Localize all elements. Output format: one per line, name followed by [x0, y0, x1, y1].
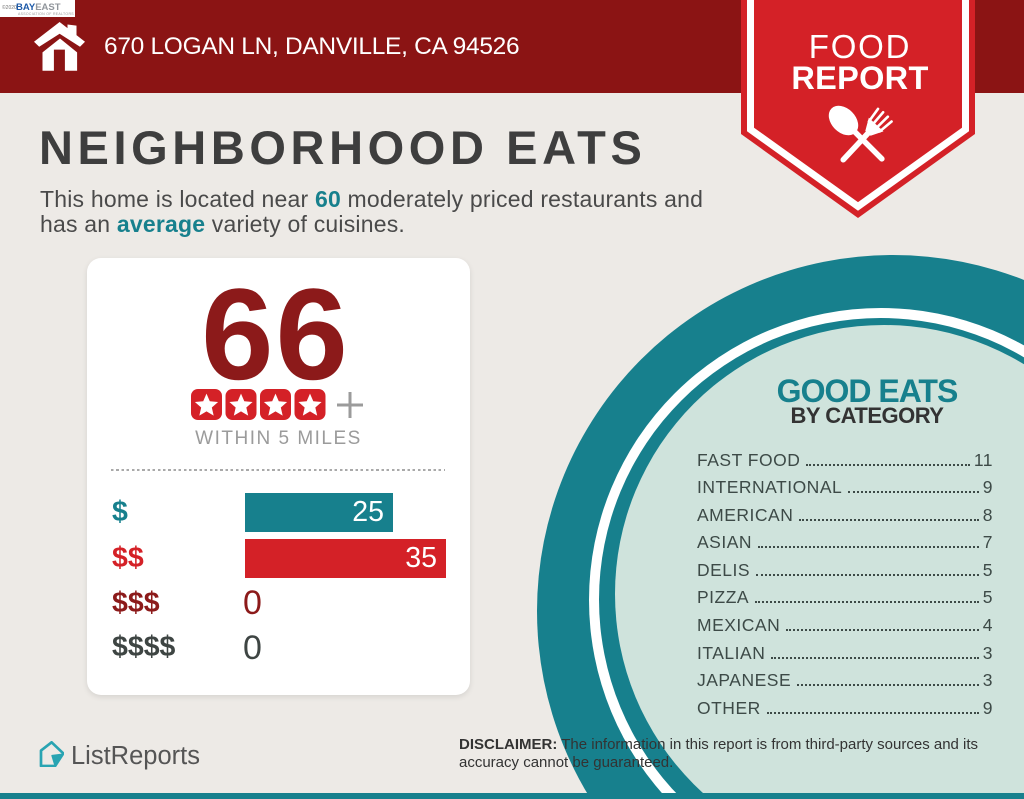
svg-text:FOOD: FOOD	[809, 28, 912, 65]
svg-text:REPORT: REPORT	[791, 60, 928, 96]
